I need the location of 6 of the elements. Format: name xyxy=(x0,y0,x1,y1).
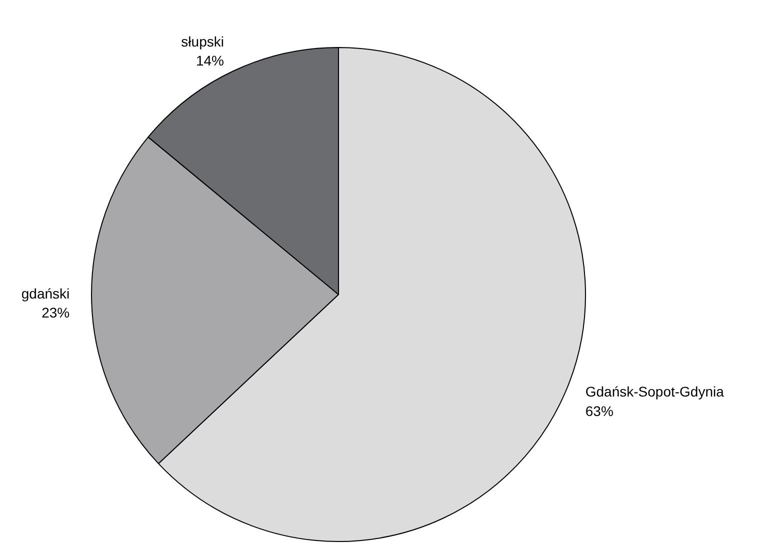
data-label: 14% xyxy=(196,52,224,69)
slice-label: słupski xyxy=(181,34,224,50)
slice-label: gdański xyxy=(21,285,70,302)
slice-label: Gdańsk-Sopot-Gdynia xyxy=(585,384,724,400)
data-label: 63% xyxy=(585,402,614,419)
data-label: 23% xyxy=(42,304,70,321)
